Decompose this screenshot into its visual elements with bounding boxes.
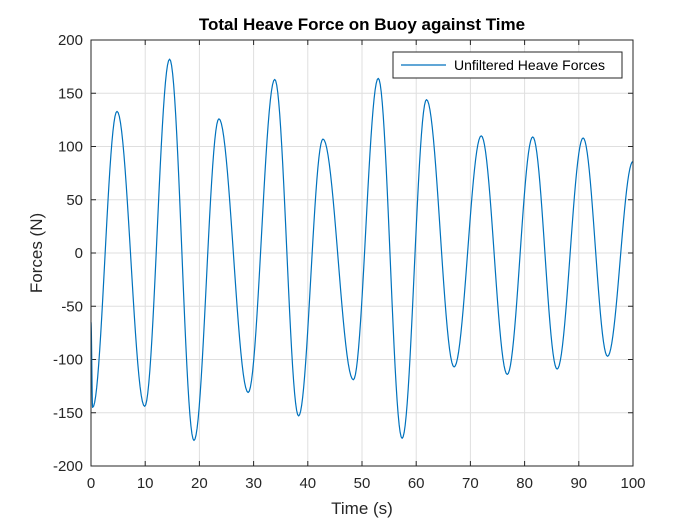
y-tick-label: 200 bbox=[58, 32, 83, 49]
y-tick-label: 0 bbox=[75, 245, 83, 262]
y-axis-label: Forces (N) bbox=[27, 213, 46, 293]
x-tick-label: 50 bbox=[354, 475, 371, 492]
y-tick-label: -200 bbox=[53, 458, 83, 475]
y-tick-label: -150 bbox=[53, 405, 83, 422]
x-tick-label: 90 bbox=[570, 475, 587, 492]
x-tick-label: 60 bbox=[408, 475, 425, 492]
x-tick-label: 80 bbox=[516, 475, 533, 492]
y-tick-label: -100 bbox=[53, 352, 83, 369]
y-tick-label: 50 bbox=[66, 192, 83, 209]
y-tick-label: 150 bbox=[58, 85, 83, 102]
x-axis-label: Time (s) bbox=[331, 499, 393, 518]
x-tick-label: 70 bbox=[462, 475, 479, 492]
y-tick-label: 100 bbox=[58, 139, 83, 156]
x-tick-label: 40 bbox=[299, 475, 316, 492]
x-tick-label: 0 bbox=[87, 475, 95, 492]
legend: Unfiltered Heave Forces bbox=[392, 51, 623, 79]
plot-frame bbox=[90, 39, 634, 467]
series-layer bbox=[90, 58, 634, 442]
axis-ticks: 0 10 20 30 40 50 60 70 80 90 100 -200 -150 -100 -50 0 50… bbox=[53, 32, 646, 492]
x-tick-label: 100 bbox=[620, 475, 645, 492]
chart-title: Total Heave Force on Buoy against Time bbox=[199, 15, 525, 34]
y-tick-label: -50 bbox=[61, 298, 83, 315]
x-tick-label: 30 bbox=[245, 475, 262, 492]
x-tick-label: 10 bbox=[137, 475, 154, 492]
series-line-unfiltered-heave-forces bbox=[90, 58, 634, 442]
legend-entry-label: Unfiltered Heave Forces bbox=[454, 57, 605, 73]
x-tick-label: 20 bbox=[191, 475, 208, 492]
